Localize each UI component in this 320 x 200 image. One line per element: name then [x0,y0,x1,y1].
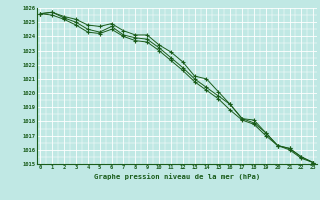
X-axis label: Graphe pression niveau de la mer (hPa): Graphe pression niveau de la mer (hPa) [94,173,260,180]
